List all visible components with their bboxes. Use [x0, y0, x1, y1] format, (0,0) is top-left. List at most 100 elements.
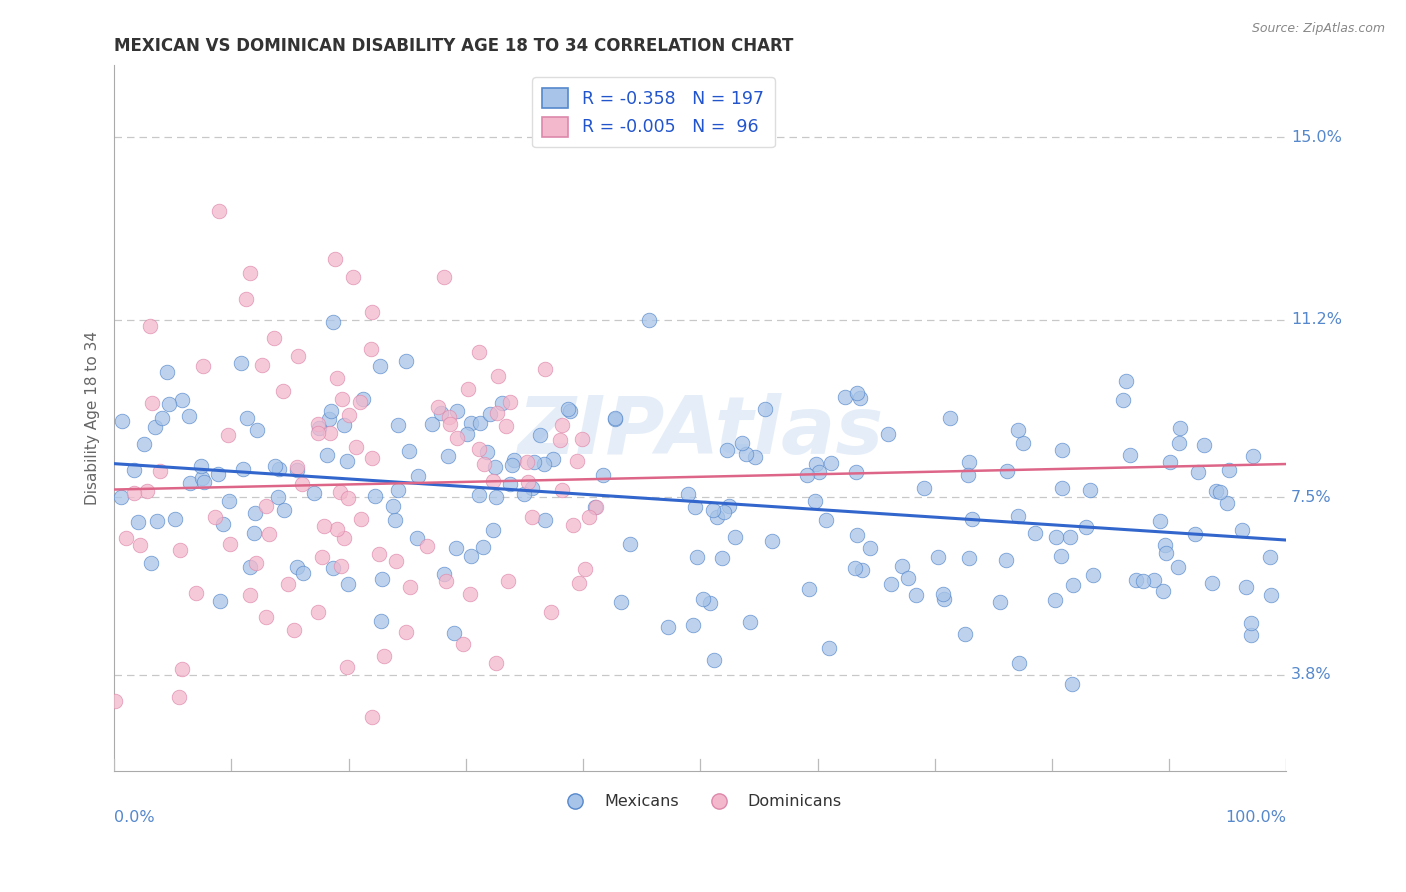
Point: [460, 587, 482, 601]
Point: [267, 491, 290, 505]
Point: [337, 408, 360, 422]
Point: [322, 561, 344, 575]
Point: [143, 420, 166, 434]
Point: [360, 343, 382, 357]
Point: [1234, 580, 1257, 594]
Point: [713, 505, 735, 519]
Point: [956, 467, 979, 482]
Point: [370, 614, 392, 628]
Point: [169, 543, 191, 558]
Point: [342, 270, 364, 285]
Point: [1205, 483, 1227, 498]
Point: [115, 531, 138, 545]
Point: [277, 577, 299, 591]
Point: [988, 594, 1011, 608]
Point: [703, 653, 725, 667]
Point: [1192, 438, 1215, 452]
Point: [444, 541, 467, 555]
Point: [363, 489, 385, 503]
Point: [191, 359, 214, 374]
Point: [1118, 448, 1140, 462]
Point: [218, 493, 240, 508]
Point: [1043, 593, 1066, 607]
Point: [484, 490, 506, 504]
Point: [912, 481, 935, 495]
Point: [229, 356, 252, 370]
Text: 15.0%: 15.0%: [1291, 129, 1341, 145]
Point: [146, 514, 169, 528]
Point: [609, 595, 631, 609]
Point: [820, 456, 842, 470]
Point: [307, 605, 329, 619]
Point: [859, 541, 882, 556]
Point: [291, 476, 314, 491]
Point: [565, 453, 588, 467]
Point: [135, 483, 157, 498]
Point: [927, 549, 949, 564]
Point: [437, 449, 460, 463]
Point: [953, 627, 976, 641]
Point: [603, 411, 626, 425]
Point: [349, 395, 371, 409]
Point: [405, 531, 427, 545]
Point: [350, 511, 373, 525]
Point: [995, 464, 1018, 478]
Point: [711, 551, 734, 566]
Text: 100.0%: 100.0%: [1226, 810, 1286, 824]
Point: [236, 410, 259, 425]
Point: [172, 393, 194, 408]
Point: [246, 423, 269, 437]
Point: [307, 417, 329, 431]
Text: 3.8%: 3.8%: [1291, 667, 1331, 682]
Point: [932, 587, 955, 601]
Point: [475, 445, 498, 459]
Point: [336, 660, 359, 674]
Text: 0.0%: 0.0%: [114, 810, 155, 824]
Point: [495, 419, 517, 434]
Point: [815, 513, 838, 527]
Point: [761, 534, 783, 549]
Point: [934, 591, 956, 606]
Point: [592, 468, 614, 483]
Point: [1187, 465, 1209, 479]
Point: [1168, 421, 1191, 435]
Point: [217, 428, 239, 442]
Point: [876, 426, 898, 441]
Point: [302, 486, 325, 500]
Point: [269, 462, 291, 476]
Point: [1112, 392, 1135, 407]
Point: [1240, 615, 1263, 630]
Point: [807, 465, 830, 479]
Point: [337, 491, 360, 506]
Point: [845, 385, 868, 400]
Point: [381, 500, 404, 514]
Point: [239, 266, 262, 280]
Point: [132, 437, 155, 451]
Point: [499, 395, 522, 409]
Point: [264, 459, 287, 474]
Point: [533, 457, 555, 471]
Point: [1215, 496, 1237, 510]
Point: [1143, 573, 1166, 587]
Point: [724, 530, 747, 544]
Point: [326, 523, 349, 537]
Point: [1241, 449, 1264, 463]
Point: [212, 516, 235, 531]
Text: ZIPAtlas: ZIPAtlas: [517, 393, 883, 471]
Text: MEXICAN VS DOMINICAN DISABILITY AGE 18 TO 34 CORRELATION CHART: MEXICAN VS DOMINICAN DISABILITY AGE 18 T…: [114, 37, 793, 55]
Point: [232, 462, 254, 476]
Point: [406, 468, 429, 483]
Point: [845, 527, 868, 541]
Point: [207, 467, 229, 482]
Point: [520, 510, 543, 524]
Point: [285, 459, 308, 474]
Point: [957, 550, 980, 565]
Point: [273, 384, 295, 399]
Point: [319, 425, 342, 440]
Point: [467, 488, 489, 502]
Point: [498, 574, 520, 589]
Point: [561, 517, 583, 532]
Point: [245, 556, 267, 570]
Point: [905, 588, 928, 602]
Point: [499, 477, 522, 491]
